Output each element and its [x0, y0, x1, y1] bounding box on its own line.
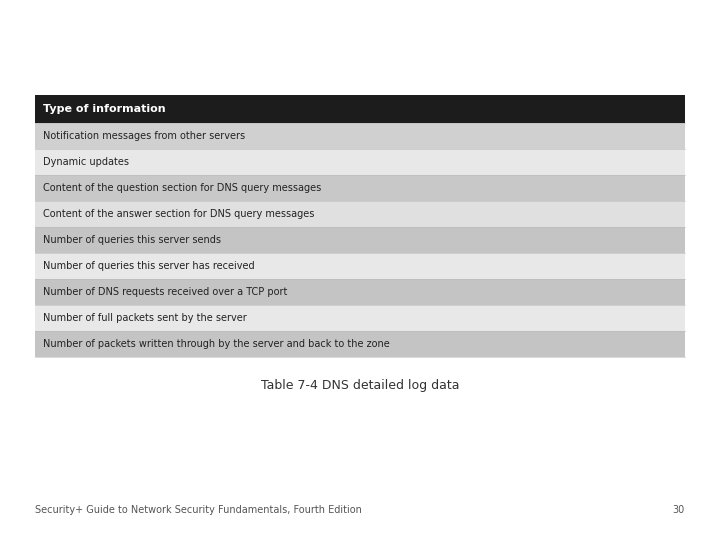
Text: 30: 30 — [672, 505, 685, 515]
Text: Table 7-4 DNS detailed log data: Table 7-4 DNS detailed log data — [261, 379, 459, 392]
Text: Number of packets written through by the server and back to the zone: Number of packets written through by the… — [43, 339, 390, 349]
Text: Number of DNS requests received over a TCP port: Number of DNS requests received over a T… — [43, 287, 287, 297]
Text: Notification messages from other servers: Notification messages from other servers — [43, 131, 245, 141]
Text: Content of the question section for DNS query messages: Content of the question section for DNS … — [43, 183, 321, 193]
Text: Content of the answer section for DNS query messages: Content of the answer section for DNS qu… — [43, 209, 315, 219]
Text: Number of full packets sent by the server: Number of full packets sent by the serve… — [43, 313, 247, 323]
Text: Type of information: Type of information — [43, 104, 166, 114]
Text: Security+ Guide to Network Security Fundamentals, Fourth Edition: Security+ Guide to Network Security Fund… — [35, 505, 362, 515]
Text: Dynamic updates: Dynamic updates — [43, 157, 129, 167]
Text: Number of queries this server sends: Number of queries this server sends — [43, 235, 221, 245]
Text: Number of queries this server has received: Number of queries this server has receiv… — [43, 261, 255, 271]
